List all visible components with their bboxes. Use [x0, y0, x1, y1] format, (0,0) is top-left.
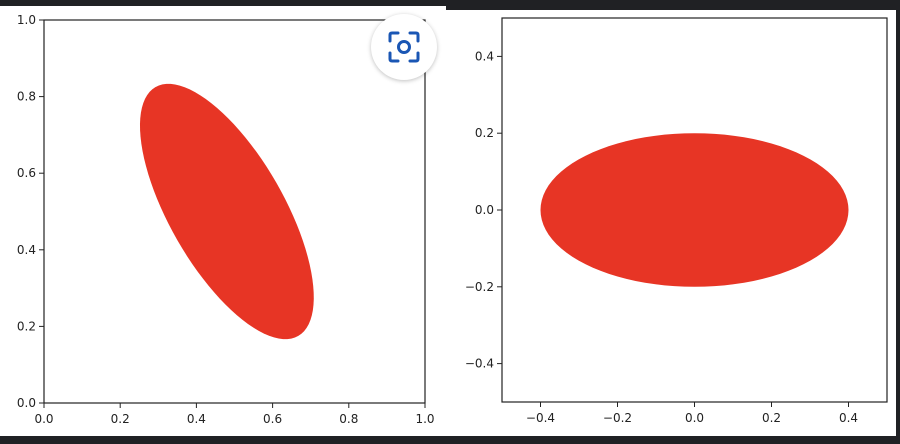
ellipse-patch: [540, 133, 849, 287]
x-tick-label: 0.8: [339, 412, 358, 426]
y-tick-label: 0.0: [475, 203, 494, 217]
y-tick-label: 0.2: [475, 126, 494, 140]
y-tick-label: 0.6: [17, 166, 36, 180]
x-tick-label: −0.4: [526, 411, 555, 425]
subplot-1: 0.0 0.2 0.4 0.6 0.8 1.0 0.0 0.2 0.4 0.6 0.8 1.0: [17, 13, 435, 426]
y-tick-label: 0.0: [17, 396, 36, 410]
x-tick-label: 0.2: [111, 412, 130, 426]
x-tick-label: 1.0: [415, 412, 434, 426]
y-tick-label: −0.2: [465, 280, 494, 294]
x-tick-label: 0.6: [263, 412, 282, 426]
y-tick-label: −0.4: [465, 357, 494, 371]
y-tick-label: 0.4: [17, 243, 36, 257]
x-tick-label: 0.0: [34, 412, 53, 426]
x-tick-label: 0.4: [839, 411, 858, 425]
ellipse-patch: [139, 83, 314, 340]
y-tick-label: 0.4: [475, 49, 494, 63]
y-tick-label: 0.8: [17, 90, 36, 104]
y-tick-label: 0.2: [17, 319, 36, 333]
x-tick-label: −0.2: [603, 411, 632, 425]
subplot-2: −0.4 −0.2 0.0 0.2 0.4 −0.4 −0.2 0.0 0.2 0.4: [465, 17, 888, 425]
visual-search-button[interactable]: [371, 14, 437, 80]
y-tick-label: 1.0: [17, 13, 36, 27]
axes-frame: [43, 19, 426, 404]
x-tick-label: 0.4: [187, 412, 206, 426]
x-tick-label: 0.0: [685, 411, 704, 425]
visual-search-icon: [388, 31, 420, 63]
x-tick-label: 0.2: [762, 411, 781, 425]
